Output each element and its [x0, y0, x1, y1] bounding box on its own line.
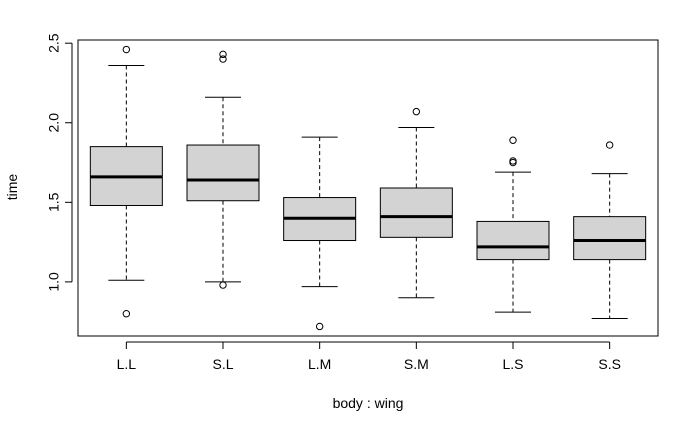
y-tick-label: 2.5 — [46, 33, 62, 53]
outlier-point — [315, 322, 324, 331]
x-tick-label: S.S — [598, 356, 621, 372]
iqr-box — [573, 216, 647, 261]
x-axis: L.L S.L L.M S.M L.S S.S — [117, 341, 621, 372]
x-tick-label: S.L — [212, 356, 233, 372]
box-l-s — [476, 136, 550, 313]
box-l-m — [283, 136, 357, 331]
box-l-l — [89, 45, 163, 318]
outlier-point — [219, 281, 227, 289]
outlier-point — [509, 158, 517, 167]
y-axis-label: time — [4, 174, 20, 201]
x-tick-label: L.L — [117, 356, 137, 372]
x-tick-label: L.S — [502, 356, 523, 372]
iqr-box — [476, 220, 550, 261]
box-s-l — [186, 50, 260, 289]
iqr-box — [379, 187, 453, 238]
outlier-point — [219, 50, 227, 59]
y-tick-label: 1.0 — [46, 272, 62, 292]
outlier-point — [219, 55, 227, 63]
plot-frame — [77, 39, 659, 337]
outlier-point — [412, 107, 421, 116]
outlier-point — [122, 310, 131, 318]
outlier-point — [509, 136, 517, 144]
y-axis: 1.0 1.5 2.0 2.5 — [46, 33, 73, 292]
x-tick-label: L.M — [308, 356, 331, 372]
outlier-point — [605, 141, 614, 149]
outlier-point — [122, 45, 131, 54]
y-tick-label: 2.0 — [46, 113, 62, 133]
box-s-s — [573, 141, 647, 319]
iqr-box — [186, 144, 260, 202]
x-tick-label: S.M — [404, 356, 429, 372]
x-axis-label: body : wing — [333, 395, 404, 411]
y-tick-label: 1.5 — [46, 192, 62, 212]
box-s-m — [379, 107, 453, 299]
boxes-layer — [89, 45, 647, 331]
